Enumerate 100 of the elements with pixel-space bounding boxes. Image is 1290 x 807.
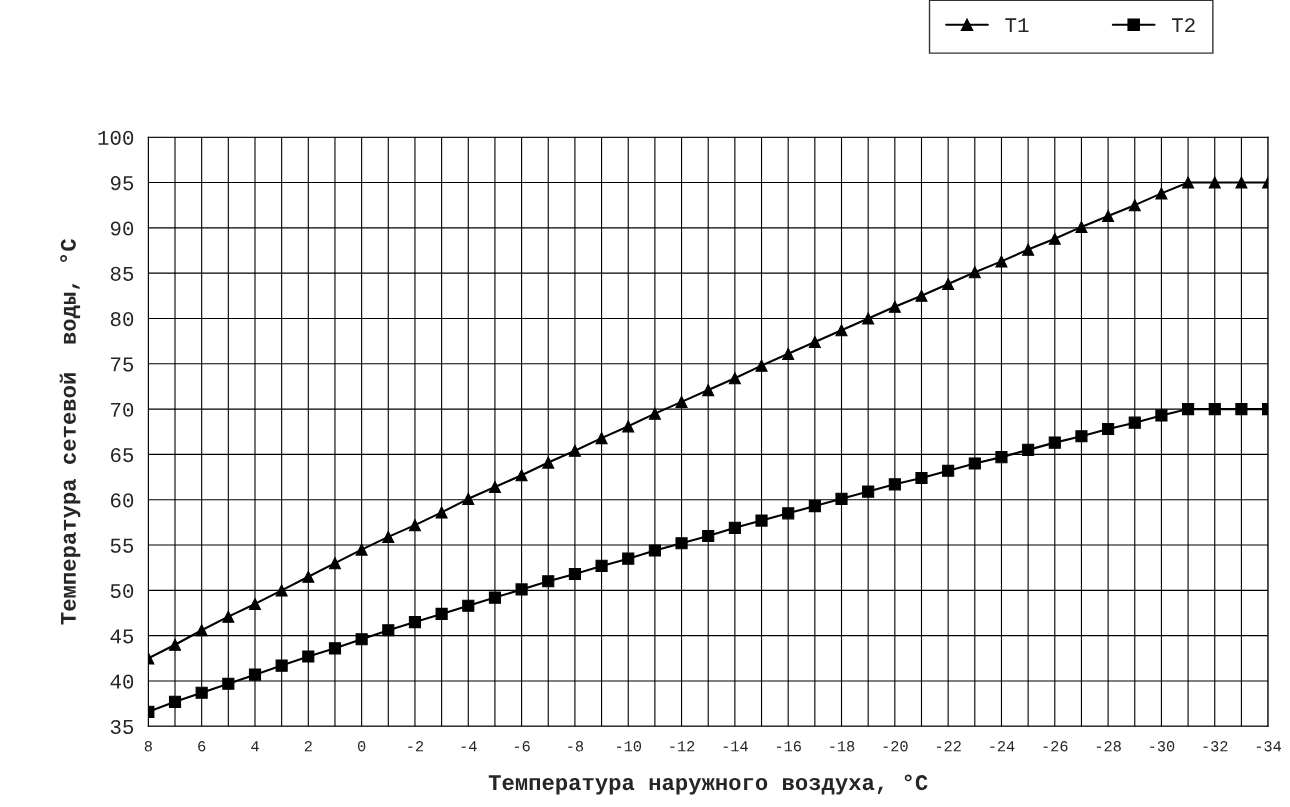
- point: [568, 567, 581, 581]
- point: [435, 607, 448, 620]
- point: [382, 530, 395, 543]
- point: [1048, 232, 1061, 245]
- x-tick-label: 8: [144, 741, 152, 752]
- x-tick-label: -20: [883, 741, 908, 752]
- x-tick-label: -22: [936, 741, 961, 752]
- y-tick-label: 100: [98, 130, 134, 145]
- y-tick-label: 35: [110, 719, 134, 735]
- y-tick-label: 90: [110, 221, 134, 236]
- point: [995, 451, 1008, 464]
- point: [755, 514, 768, 527]
- point: [542, 575, 555, 588]
- point: [648, 544, 661, 557]
- point: [248, 597, 262, 611]
- y-tick-label: 75: [111, 357, 134, 372]
- point: [168, 638, 182, 651]
- point: [195, 686, 208, 699]
- point: [595, 559, 608, 572]
- point: [1128, 199, 1141, 212]
- point: [942, 277, 955, 291]
- point: [515, 583, 528, 596]
- y-tick-label: 55: [110, 538, 134, 553]
- point: [808, 335, 821, 349]
- y-tick-label: 95: [110, 176, 134, 191]
- point: [1022, 443, 1035, 456]
- point: [355, 543, 368, 556]
- point: [328, 557, 342, 570]
- point: [515, 469, 528, 482]
- y-tick-label: 60: [110, 493, 134, 508]
- point: [915, 471, 928, 485]
- point: [382, 624, 395, 637]
- point: [888, 300, 901, 313]
- point: [1155, 187, 1168, 200]
- point: [1155, 409, 1168, 422]
- point: [1235, 403, 1248, 416]
- point: [835, 324, 848, 337]
- x-tick-label: -16: [776, 741, 801, 752]
- point: [995, 255, 1008, 268]
- point: [568, 444, 581, 457]
- x-tick-label: -8: [568, 741, 584, 752]
- point: [168, 695, 182, 708]
- point: [728, 372, 741, 385]
- point: [222, 610, 235, 623]
- x-tick-label: -6: [514, 741, 530, 752]
- point: [968, 457, 981, 470]
- x-tick-label: 4: [251, 741, 259, 752]
- point: [302, 570, 315, 583]
- point: [1208, 176, 1221, 189]
- point: [1075, 430, 1088, 443]
- x-tick-label: -32: [1203, 741, 1228, 752]
- y-tick-label: 40: [110, 674, 134, 689]
- point: [675, 537, 688, 550]
- point: [355, 633, 368, 646]
- x-tick-label: -34: [1256, 741, 1282, 752]
- point: [835, 492, 848, 505]
- y-tick-label: 65: [110, 448, 134, 463]
- point: [968, 266, 981, 279]
- point: [782, 507, 795, 520]
- point: [328, 642, 342, 655]
- point: [1235, 176, 1248, 189]
- y-tick-label: 45: [110, 629, 134, 644]
- point: [1075, 220, 1088, 233]
- point: [408, 519, 422, 532]
- point: [782, 347, 795, 360]
- point: [248, 668, 262, 681]
- x-tick-label: 0: [357, 741, 366, 752]
- point: [435, 506, 448, 519]
- point: [275, 584, 288, 597]
- y-tick-label: 85: [110, 266, 134, 281]
- x-tick-label: -10: [616, 741, 642, 752]
- point: [888, 478, 901, 491]
- legend-label: T1: [1005, 18, 1029, 33]
- point: [755, 359, 768, 372]
- x-tick-label: -18: [830, 741, 855, 752]
- x-tick-label: -24: [990, 741, 1015, 752]
- point: [728, 521, 741, 534]
- x-tick-label: -2: [408, 741, 424, 752]
- point: [275, 659, 288, 672]
- x-tick-label: 6: [198, 741, 206, 752]
- legend-label: T2: [1171, 18, 1195, 33]
- y-tick-label: 70: [111, 402, 134, 417]
- point: [462, 599, 475, 612]
- x-tick-label: -26: [1043, 741, 1068, 752]
- x-tick-label: -4: [461, 741, 477, 752]
- point: [1128, 416, 1141, 429]
- point: [942, 464, 955, 477]
- y-tick-label: 80: [110, 312, 134, 327]
- point: [702, 383, 715, 397]
- point: [1208, 403, 1221, 416]
- point: [462, 492, 475, 505]
- point: [702, 529, 715, 543]
- point: [408, 616, 422, 629]
- point: [808, 499, 821, 513]
- x-tick-label: 2: [304, 741, 312, 752]
- point: [862, 312, 875, 325]
- x-axis-title: Температура наружного воздуха, °C: [488, 774, 928, 795]
- point: [862, 485, 875, 498]
- point: [675, 395, 688, 408]
- point: [1102, 209, 1115, 223]
